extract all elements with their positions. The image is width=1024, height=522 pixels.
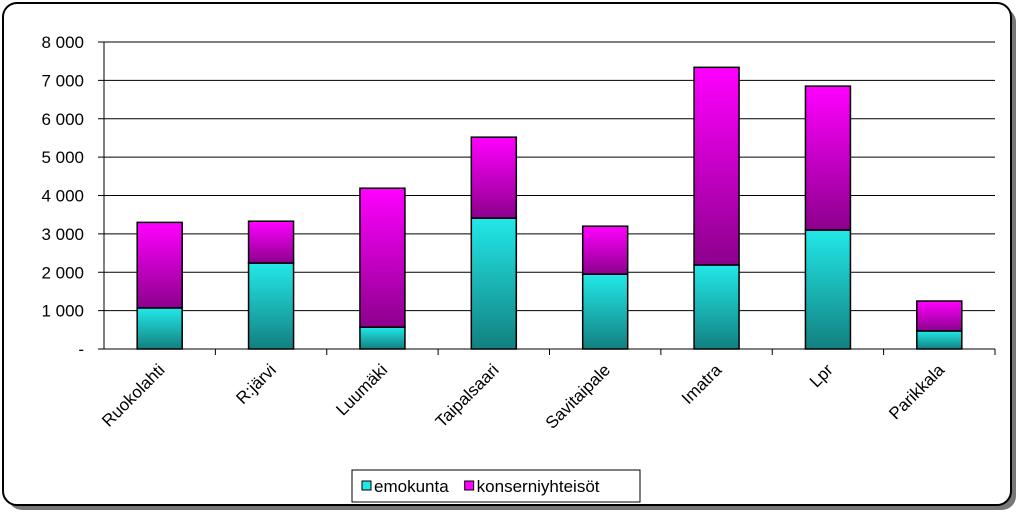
- y-tick-label: 8 000: [41, 33, 84, 52]
- y-tick-label: -: [78, 340, 84, 359]
- bar-shade: [470, 136, 518, 219]
- y-tick-label: 6 000: [41, 110, 84, 129]
- bar-shade: [136, 307, 183, 350]
- bar-shade: [247, 262, 295, 350]
- bar-shade: [693, 66, 740, 266]
- bar-shade: [470, 217, 518, 350]
- y-tick-label: 1 000: [41, 302, 84, 321]
- bar-shade: [359, 326, 406, 350]
- y-tick-label: 7 000: [41, 71, 84, 90]
- bar-shade: [359, 187, 406, 328]
- y-tick-label: 2 000: [41, 263, 84, 282]
- legend-label: emokunta: [374, 477, 449, 496]
- bar-shade: [581, 225, 629, 275]
- bar-shade: [693, 264, 740, 350]
- y-tick-label: 3 000: [41, 225, 84, 244]
- legend-swatch: [464, 480, 475, 491]
- bar-shade: [804, 85, 852, 231]
- bar-shade: [804, 229, 852, 350]
- y-tick-label: 4 000: [41, 187, 84, 206]
- y-tick-label: 5 000: [41, 148, 84, 167]
- bar-shade: [247, 220, 295, 264]
- legend-swatch: [361, 480, 372, 491]
- legend-label: konserniyhteisöt: [477, 477, 600, 496]
- bar-shade: [916, 300, 963, 332]
- bar-shade: [916, 330, 963, 350]
- bar-shade: [581, 273, 629, 350]
- bar-shade: [136, 221, 183, 309]
- legend: [351, 469, 641, 503]
